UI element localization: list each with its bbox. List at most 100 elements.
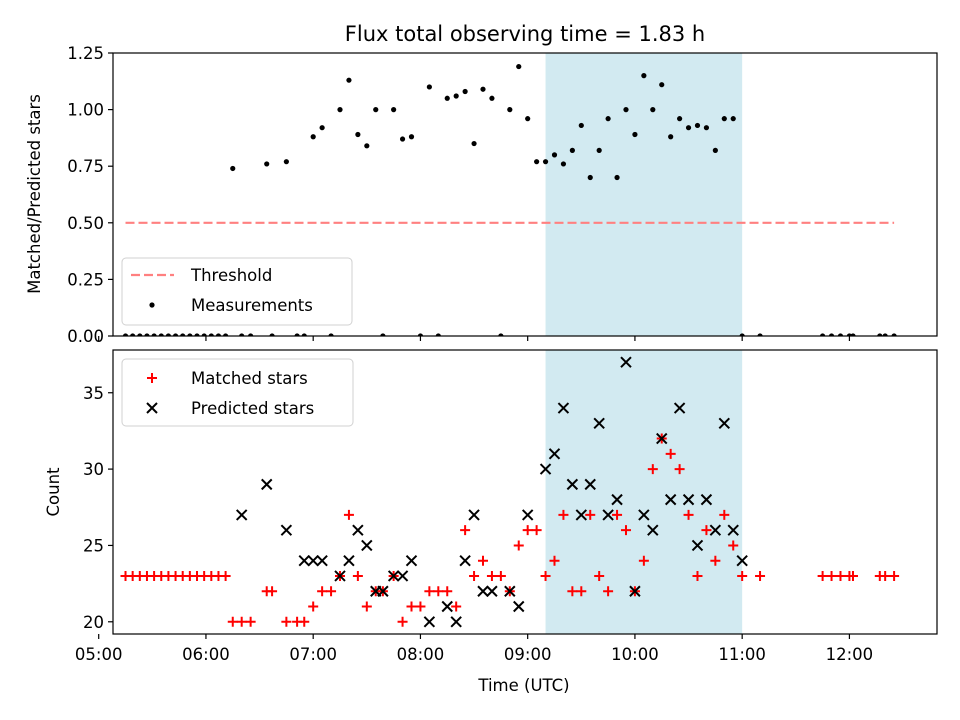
predicted-star-point	[647, 524, 659, 536]
predicted-star-point	[629, 585, 641, 597]
matched-star-point	[308, 601, 319, 612]
measurement-point	[137, 333, 143, 336]
legend-box	[121, 257, 353, 326]
matched-star-point	[540, 570, 551, 581]
predicted-star-point	[727, 524, 739, 536]
matched-star-point	[549, 555, 560, 566]
matched-star-point	[415, 601, 426, 612]
predicted-star-point	[361, 539, 373, 552]
predicted-star-point	[691, 539, 704, 552]
measurement-point	[269, 333, 275, 336]
matched-star-point	[665, 448, 676, 459]
legend-measurement-label: Measurements	[191, 296, 313, 315]
matched-star-point	[835, 570, 846, 581]
predicted-star-point	[261, 478, 273, 491]
measurement-point	[180, 333, 186, 336]
predicted-star-point	[575, 509, 588, 521]
measurement-point	[223, 333, 229, 336]
predicted-star-point	[682, 493, 695, 506]
predicted-star-point	[377, 585, 389, 597]
predicted-star-point	[396, 570, 409, 582]
measurement-point	[151, 333, 157, 336]
matched-star-point	[558, 509, 569, 520]
axes-frame	[112, 349, 938, 635]
matched-star-point	[299, 616, 310, 627]
measurement-point	[721, 116, 727, 122]
measurement-point	[877, 333, 883, 336]
predicted-star-point	[387, 570, 400, 582]
matched-star-point	[397, 616, 408, 627]
measurement-point	[569, 147, 575, 153]
legend-box	[121, 358, 354, 427]
predicted-star-point	[673, 402, 686, 414]
matched-star-point	[576, 586, 587, 597]
predicted-star-point	[468, 509, 480, 521]
measurement-point	[201, 333, 207, 336]
measurement-point	[444, 95, 450, 101]
plot-area	[122, 63, 897, 336]
measurement-point	[208, 333, 214, 336]
measurement-point	[632, 131, 638, 138]
x-tick-label: 07:00	[289, 645, 337, 664]
y-tick-label: 0.00	[67, 327, 104, 346]
predicted-star-point	[593, 417, 605, 429]
x-axis-label: Time (UTC)	[477, 676, 569, 695]
measurement-point	[364, 143, 370, 149]
measurement-point	[551, 152, 558, 158]
predicted-star-point	[736, 555, 748, 567]
legend-bottom: Matched stars Predicted stars	[121, 358, 354, 427]
matched-star-point	[531, 525, 542, 536]
measurement-point	[534, 159, 540, 165]
observing-span-band	[545, 350, 743, 634]
measurement-point	[373, 107, 379, 113]
matched-star-point	[728, 540, 739, 551]
measurement-point	[677, 116, 683, 122]
measurement-point	[391, 107, 397, 113]
measurement-point	[668, 134, 674, 140]
matched-star-point	[513, 540, 524, 551]
measurement-point	[850, 333, 856, 336]
measurement-point	[641, 73, 647, 79]
predicted-star-point	[316, 555, 328, 567]
measurement-point	[882, 333, 888, 336]
matched-star-point	[567, 586, 578, 597]
measurement-point	[294, 333, 300, 336]
predicted-star-point	[718, 417, 731, 429]
matched-star-point	[361, 601, 372, 612]
matched-star-point	[710, 555, 721, 566]
matched-star-point	[343, 509, 354, 520]
x-tick-label: 12:00	[826, 645, 874, 664]
measurement-point	[685, 125, 692, 131]
predicted-star-point	[709, 524, 722, 536]
x-tick-label: 08:00	[397, 645, 445, 664]
axes-frame	[112, 52, 938, 337]
y-tick-label: 1.25	[67, 44, 104, 63]
matched-star-point	[267, 586, 278, 597]
ratio-panel: 0.00 0.25 0.50 0.75 1.00 1.25 Threshold Measure…	[67, 44, 938, 346]
measurement-point	[560, 161, 567, 167]
predicted-star-point	[584, 478, 596, 491]
matched-star-point	[612, 509, 623, 520]
measurement-point	[144, 333, 150, 336]
x-tick-label: 05:00	[75, 645, 123, 664]
matched-star-point	[522, 525, 533, 536]
predicted-star-point	[334, 570, 346, 582]
measurement-point	[712, 147, 718, 153]
measurement-point	[837, 333, 844, 336]
y-tick-label: 1.00	[67, 101, 104, 120]
predicted-star-point	[450, 616, 462, 628]
measurement-point	[587, 174, 593, 181]
measurement-point	[623, 107, 629, 113]
predicted-star-point	[620, 356, 632, 368]
bottom-y-axis-label: Count	[44, 467, 63, 517]
legend-matched-label: Matched stars	[191, 369, 308, 388]
measurement-point	[730, 116, 736, 122]
predicted-star-point	[459, 555, 471, 567]
measurement-point	[310, 134, 316, 140]
matched-star-point	[701, 525, 712, 536]
matched-star-point	[594, 570, 605, 581]
measurement-point	[194, 333, 200, 336]
matched-star-point	[674, 464, 685, 475]
predicted-star-point	[513, 600, 525, 613]
y-tick-label: 0.25	[67, 270, 104, 289]
